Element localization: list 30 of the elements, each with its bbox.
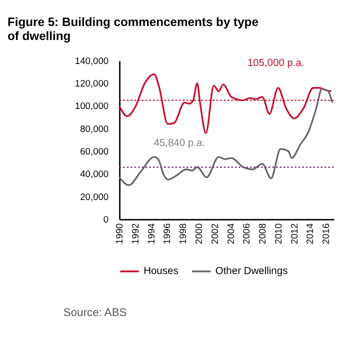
x-tick-label: 2000 [194,223,204,244]
x-tick-label: 1994 [146,223,156,244]
x-tick-label: 2010 [273,223,284,244]
x-tick-label: 2016 [321,223,332,244]
x-tick-label: 2006 [242,223,252,244]
y-tick-label: 80,000 [80,124,109,134]
ref-line-label: 105,000 p.a. [247,58,304,69]
x-tick-label: 2002 [210,223,220,244]
x-tick-label: 2008 [258,223,268,244]
line-series [118,73,332,134]
chart-title: Figure 5: Building commencements by type of dwelling [7,15,259,44]
x-tick-label: 2012 [289,223,300,244]
x-tick-label: 1996 [162,223,172,244]
x-tick-label: 1990 [114,223,125,244]
source-note: Source: ABS [63,307,127,320]
y-tick-label: 20,000 [80,192,109,202]
y-tick-label: 40,000 [80,169,109,180]
y-tick-label: 60,000 [80,146,109,157]
x-tick-label: 2014 [305,223,316,244]
ref-line-label: 45,840 p.a. [154,138,206,149]
line-series [118,88,333,186]
legend-label: Other Dwellings [215,266,288,278]
legend-label: Houses [144,266,178,278]
y-tick-label: 0 [103,214,109,224]
y-tick-label: 120,000 [74,78,109,89]
y-tick-label: 140,000 [74,56,109,66]
y-tick-label: 100,000 [74,101,109,112]
x-tick-label: 2004 [226,223,236,244]
x-tick-label: 1992 [130,223,140,244]
x-tick-label: 1998 [178,223,188,244]
